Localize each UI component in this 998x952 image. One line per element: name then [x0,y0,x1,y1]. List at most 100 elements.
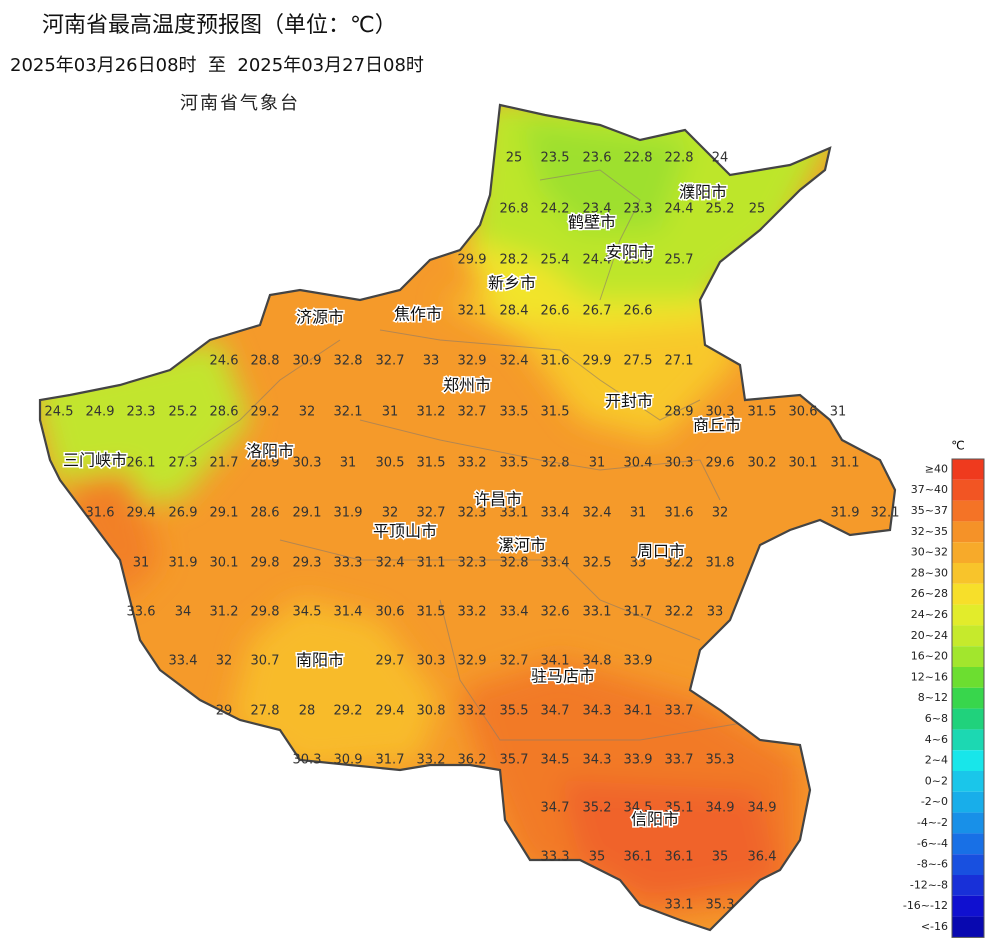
legend-label: -2~0 [921,795,948,808]
station-value: 26.7 [583,304,612,319]
station-value: 32.2 [665,556,694,571]
station-value: 30.5 [376,456,405,471]
station-value: 27.3 [169,456,198,471]
station-value: 30.3 [665,456,694,471]
station-value: 35.2 [583,801,612,816]
station-value: 34.7 [541,801,570,816]
station-value: 32.6 [541,605,570,620]
station-value: 33.4 [541,506,570,521]
legend-label: <-16 [921,920,948,933]
legend-label: 32~35 [911,525,948,538]
legend-label: 6~8 [925,712,948,725]
station-value: 22.8 [665,151,694,166]
legend-swatch [952,812,984,834]
station-value: 26.6 [624,304,653,319]
issuer: 河南省气象台 [180,93,300,114]
station-value: 24.4 [583,253,612,268]
station-value: 36.2 [458,753,487,768]
legend-swatch [952,875,984,896]
station-value: 31 [133,556,150,571]
station-value: 29.3 [293,556,322,571]
station-value: 32.5 [583,556,612,571]
station-value: 32 [712,506,729,521]
station-value: 29.8 [251,556,280,571]
station-value: 33.1 [583,605,612,620]
station-value: 34.3 [583,704,612,719]
station-value: 33.3 [541,850,570,865]
station-value: 31.2 [417,405,446,420]
legend-label: 37~40 [911,483,948,496]
legend-swatch [952,521,984,543]
station-value: 34.9 [706,801,735,816]
legend-label: 24~26 [911,608,948,621]
station-value: 32.3 [458,506,487,521]
station-value: 33.1 [665,898,694,913]
station-value: 30.3 [293,456,322,471]
station-value: 32 [216,654,233,669]
legend-title: ℃ [951,439,964,453]
city-label: 平顶山市 [373,522,437,541]
station-value: 32.2 [665,605,694,620]
station-value: 31.2 [210,605,239,620]
legend-swatch [952,459,984,480]
station-value: 29.4 [376,704,405,719]
station-value: 30.3 [417,654,446,669]
station-value: 29.7 [376,654,405,669]
station-value: 22.8 [624,151,653,166]
station-value: 25 [749,202,766,217]
station-value: 26.1 [127,456,156,471]
station-value: 33.3 [334,556,363,571]
station-value: 28 [299,704,316,719]
station-value: 32.7 [417,506,446,521]
city-label: 郑州市 [443,376,491,395]
legend-label: -8~-6 [917,858,948,871]
station-value: 31 [589,456,606,471]
station-value: 25.2 [169,405,198,420]
station-value: 24.2 [541,202,570,217]
station-value: 21.7 [210,456,239,471]
station-value: 32.1 [871,506,900,521]
station-value: 27.8 [251,704,280,719]
station-value: 32.4 [376,556,405,571]
station-value: 32.7 [458,405,487,420]
station-value: 34.1 [624,704,653,719]
station-value: 24.4 [665,202,694,217]
city-label: 新乡市 [488,274,536,293]
legend-label: 2~4 [925,754,948,767]
station-value: 29.4 [127,506,156,521]
city-label: 济源市 [296,308,344,327]
station-value: 34.9 [748,801,777,816]
city-label: 焦作市 [394,305,442,324]
city-label: 洛阳市 [246,442,294,461]
station-value: 33.7 [665,753,694,768]
legend-swatch [952,542,984,563]
legend-swatch [952,895,984,917]
station-value: 33.1 [500,506,529,521]
legend-swatch [952,750,984,771]
legend-label: 0~2 [925,774,948,787]
legend-swatch [952,500,984,522]
station-value: 30.6 [789,405,818,420]
legend: ℃≥40 37~40 35~37 32~35 30~32 28~30 26~28 24~26 2… [903,439,985,938]
station-value: 33.2 [458,704,487,719]
station-value: 25.4 [541,253,570,268]
station-value: 29.9 [583,354,612,369]
legend-label: 16~20 [911,650,948,663]
station-value: 29.2 [251,405,280,420]
city-label: 安阳市 [606,243,654,262]
legend-swatch [952,583,984,605]
city-label: 开封市 [605,392,653,411]
station-value: 33 [423,354,440,369]
station-value: 33.4 [500,605,529,620]
station-value: 31.1 [831,456,860,471]
legend-label: -6~-4 [917,837,948,850]
station-value: 35.5 [500,704,529,719]
station-values: 25 23.5 23.6 22.8 22.8 24 26.8 24.2 23.4 23.3 24.4… [45,151,900,913]
station-value: 31 [830,405,847,420]
station-value: 23.3 [127,405,156,420]
station-value: 32.4 [583,506,612,521]
station-value: 30.1 [789,456,818,471]
station-value: 31 [382,405,399,420]
station-value: 33.2 [458,605,487,620]
station-value: 27.1 [665,354,694,369]
